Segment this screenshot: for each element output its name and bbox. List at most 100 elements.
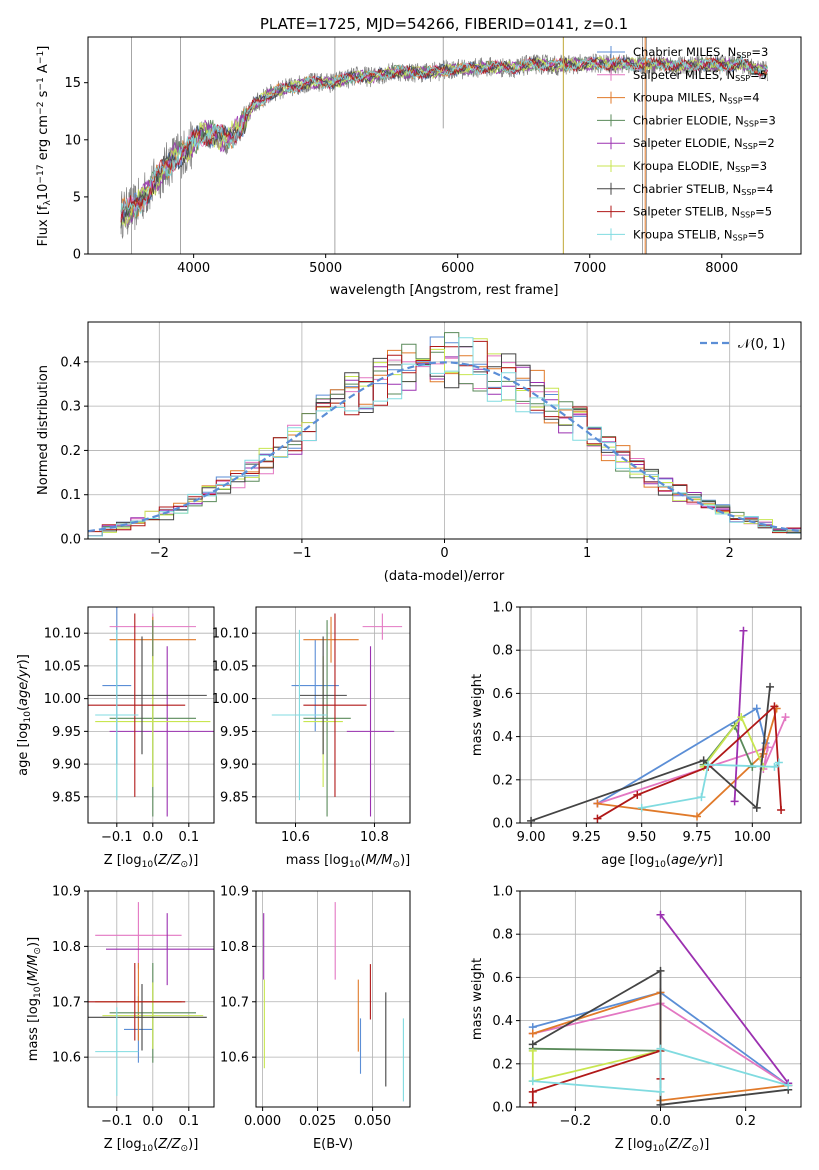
axes-frame xyxy=(255,890,411,1108)
y-tick-label: 0.4 xyxy=(492,1014,513,1029)
mass-weight-point xyxy=(774,758,783,767)
y-tick-label: 0.3 xyxy=(60,400,81,415)
x-tick-label: 0.1 xyxy=(178,1114,199,1129)
x-axis-label-part: 10 xyxy=(654,860,666,870)
y-tick-label: 0.4 xyxy=(492,730,513,745)
x-axis-label-part: )] xyxy=(713,853,723,868)
y-tick-label: 0.8 xyxy=(492,644,513,659)
x-tick-label: 7000 xyxy=(573,261,606,276)
x-tick-label: 0.0 xyxy=(142,830,163,845)
x-tick-label: 0.050 xyxy=(354,1114,391,1129)
y-axis-label-part: −2 xyxy=(36,102,46,115)
legend-entry-sub: SSP xyxy=(736,51,751,60)
y-tick-label: 10.05 xyxy=(212,659,249,674)
mass-weight-point xyxy=(699,756,708,765)
legend-entry-name: Salpeter MILES, N xyxy=(633,68,735,82)
y-axis-label-part: age/yr xyxy=(16,663,31,706)
legend-entry-sub: SSP xyxy=(740,211,755,220)
y-tick-label: 0 xyxy=(73,248,81,263)
y-tick-label: 0.4 xyxy=(60,355,81,370)
y-tick-label: 1.0 xyxy=(492,601,513,616)
y-tick-label: 9.95 xyxy=(52,725,81,740)
legend-entry: Kroupa STELIB, NSSP=5 xyxy=(633,227,765,242)
mass-weight-point xyxy=(730,797,739,806)
mass-weight-point xyxy=(737,713,746,722)
legend-entry: Salpeter STELIB, NSSP=5 xyxy=(633,205,772,220)
plot-area xyxy=(88,607,214,823)
x-tick-label: 0.0 xyxy=(650,1114,671,1129)
x-tick-label: 5000 xyxy=(309,261,342,276)
x-tick-label: 10.00 xyxy=(734,830,771,845)
x-tick-label: 0 xyxy=(440,546,448,561)
axes-frame xyxy=(87,321,802,540)
x-tick-label: −0.1 xyxy=(101,830,133,845)
y-axis-label-part: M/M xyxy=(26,955,41,982)
y-axis-label-part: ] xyxy=(36,46,51,51)
y-tick-label: 10.9 xyxy=(52,885,81,900)
mass-weight-series xyxy=(530,686,771,822)
panel-mass-vs-Z: −0.1 0.0 0.110.610.710.810.9Z [log10(Z/Z⊙)… xyxy=(26,885,215,1154)
x-axis-label-part: ( xyxy=(153,853,158,868)
y-tick-label: 0.6 xyxy=(492,971,513,986)
axes-frame xyxy=(87,36,802,255)
mass-weight-point xyxy=(527,816,536,823)
y-tick-label: 1.0 xyxy=(492,885,513,900)
x-axis-label-part: mass [log xyxy=(286,853,349,868)
y-axis-label: Normed distribution xyxy=(36,365,51,495)
y-tick-label: 9.90 xyxy=(220,758,249,773)
y-axis-label-part: −1 xyxy=(36,77,46,90)
x-axis-label-part: 10 xyxy=(142,860,154,870)
legend-entry-count: =3 xyxy=(750,159,767,173)
y-tick-label: 9.90 xyxy=(52,758,81,773)
panel-weight-vs-age: 9.00 9.25 9.50 9.75 10.00 0.0 0.2 0.4 0.6 0.8 1.0 a… xyxy=(470,601,802,870)
mass-weight-series xyxy=(532,969,789,1106)
mass-weight-point xyxy=(528,1040,537,1049)
mass-weight-point xyxy=(637,803,646,812)
panel-age-vs-mass: 10.6 10.8 9.85 9.90 9.95 10.00 10.05 10.10 mass … xyxy=(212,606,411,870)
legend-entry: Chabrier MILES, NSSP=3 xyxy=(633,45,768,60)
mass-weight-point xyxy=(528,1029,537,1038)
axes-frame xyxy=(87,890,215,1108)
plot-area xyxy=(88,891,214,1107)
y-axis-label: mass weight xyxy=(470,674,485,756)
x-axis-label-part: Z/Z xyxy=(157,1137,181,1152)
x-axis-label-part: Z/Z xyxy=(668,1137,692,1152)
y-tick-label: 10.10 xyxy=(44,627,81,642)
panel-weight-vs-Z: −0.2 0.0 0.2 0.0 0.2 0.4 0.6 0.8 1.0 Z [log10(Z/Z… xyxy=(470,885,802,1154)
plot-area xyxy=(256,891,410,1107)
x-axis-label-part: ( xyxy=(666,853,671,868)
y-tick-label: 0.6 xyxy=(492,687,513,702)
x-axis-label-part: )] xyxy=(188,853,198,868)
mass-weight-point xyxy=(528,1077,537,1086)
axes-frame xyxy=(255,606,411,824)
x-axis-label: E(B-V) xyxy=(313,1137,353,1152)
mass-weight-point xyxy=(739,626,748,635)
legend-entry-name: Kroupa ELODIE, N xyxy=(633,159,735,173)
y-axis-label: mass weight xyxy=(470,958,485,1040)
y-tick-label: 10 xyxy=(64,133,81,148)
mass-weight-point xyxy=(656,1100,665,1107)
y-axis-label: mass [log10(M/M⊙)] xyxy=(26,937,43,1061)
y-tick-label: 0.0 xyxy=(492,817,513,832)
legend-entry-sub: SSP xyxy=(743,142,758,151)
model-spectrum xyxy=(120,55,768,218)
mass-weight-point xyxy=(656,1044,665,1053)
legend-entry: Chabrier ELODIE, NSSP=3 xyxy=(633,113,776,128)
legend-entry: Kroupa ELODIE, NSSP=3 xyxy=(633,159,767,174)
axes-frame xyxy=(87,606,215,824)
plot-area xyxy=(256,607,410,823)
plot-area xyxy=(88,322,801,539)
y-tick-label: 10.8 xyxy=(220,940,249,955)
y-axis-label-part: ⊙ xyxy=(33,947,43,955)
y-axis-label-part: age [log xyxy=(16,723,31,776)
residual-histogram xyxy=(88,346,801,537)
mass-weight-point xyxy=(528,1098,537,1107)
mass-weight-point xyxy=(770,762,779,771)
y-axis-label-part: ( xyxy=(26,981,41,986)
y-tick-label: 10.7 xyxy=(52,995,81,1010)
x-axis-label: mass [log10(M/M⊙)] xyxy=(286,853,410,870)
mass-weight-point xyxy=(697,793,706,802)
y-axis-label-part: −17 xyxy=(36,164,46,183)
legend-entry: Salpeter MILES, NSSP=5 xyxy=(633,68,767,83)
x-axis-label-part: ( xyxy=(153,1137,158,1152)
